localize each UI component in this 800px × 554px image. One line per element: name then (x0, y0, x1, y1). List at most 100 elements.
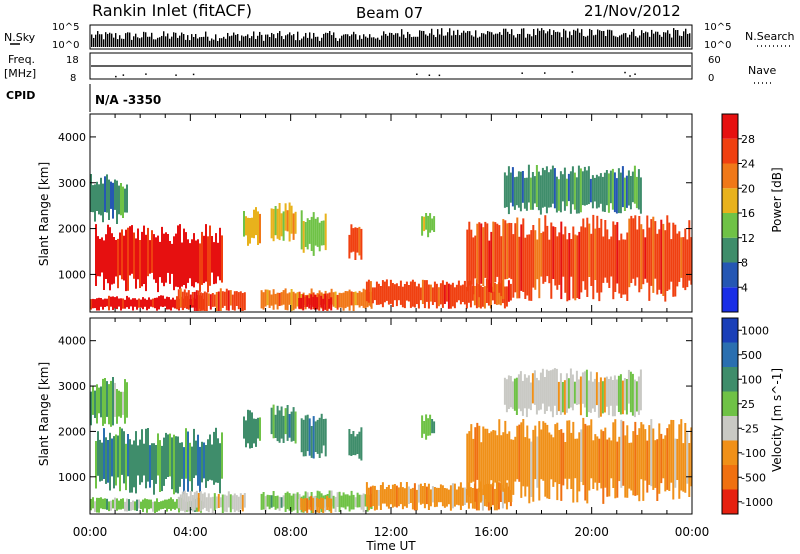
echo-cell (296, 292, 299, 307)
echo-cell (553, 168, 556, 209)
echo-cell (320, 497, 323, 509)
noise-bar (467, 31, 469, 47)
echo-cell (497, 282, 500, 305)
echo-cell (164, 298, 166, 307)
echo-cell (658, 229, 661, 290)
noise-bar (509, 33, 511, 47)
echo-cell (112, 182, 114, 219)
echo-cell (102, 378, 104, 426)
noise-bar (609, 29, 611, 47)
echo-cell (590, 419, 593, 479)
echo-cell (680, 237, 683, 278)
echo-cell (516, 425, 519, 480)
echo-cell (558, 232, 561, 285)
noise-bar (371, 37, 373, 47)
noise-bar (431, 28, 433, 47)
noise-bar (141, 37, 143, 47)
noise-bar (191, 34, 193, 47)
echo-cell (652, 428, 655, 490)
echo-cell (318, 417, 321, 458)
echo-cell (362, 493, 365, 513)
colorbar-tick-label: -25 (741, 422, 759, 435)
echo-cell (152, 501, 154, 512)
cpid-label: CPID (6, 89, 35, 102)
noise-bar (429, 33, 431, 47)
echo-cell (209, 497, 212, 509)
echo-cell (221, 235, 223, 283)
echo-cell (304, 296, 307, 308)
echo-cell (197, 290, 200, 311)
echo-cell (505, 286, 508, 307)
noise-bar (389, 32, 391, 47)
noise-bar (659, 34, 661, 47)
noise-bar (583, 35, 585, 47)
echo-cell (101, 442, 103, 481)
noise-bar (187, 35, 189, 47)
echo-cell (181, 442, 183, 479)
noise-left-tick-top: 10^5 (52, 22, 79, 33)
echo-cell (158, 502, 160, 511)
echo-cell (348, 429, 351, 456)
echo-cell (213, 294, 216, 307)
echo-cell (586, 425, 589, 504)
echo-cell (92, 497, 94, 509)
noise-bar (331, 35, 333, 47)
echo-cell (119, 232, 121, 276)
echo-cell (264, 496, 267, 512)
echo-cell (195, 290, 198, 311)
power-ylabel: Slant Range [km] (37, 162, 51, 266)
echo-cell (107, 440, 109, 483)
echo-cell (615, 379, 618, 406)
echo-cell (518, 236, 521, 299)
noise-bar (129, 32, 131, 47)
colorbar-segment (722, 163, 738, 189)
echo-cell (481, 488, 484, 511)
echo-cell (656, 233, 659, 295)
echo-cell (352, 431, 355, 455)
echo-cell (437, 287, 440, 307)
echo-cell (168, 297, 170, 310)
noise-bar (127, 32, 129, 47)
echo-cell (573, 172, 576, 210)
echo-cell (116, 389, 118, 424)
echo-cell (201, 493, 204, 510)
echo-cell (480, 442, 483, 501)
echo-cell (393, 484, 396, 507)
noise-bar (441, 28, 443, 47)
echo-cell (530, 230, 533, 301)
noise-bar (367, 37, 369, 47)
echo-cell (197, 434, 199, 486)
echo-cell (566, 420, 569, 490)
echo-cell (609, 376, 612, 406)
echo-cell (387, 484, 390, 509)
echo-cell (542, 231, 545, 284)
echo-cell (421, 216, 424, 236)
freq-left-label-2: [MHz] (4, 67, 36, 80)
noise-bar (181, 32, 183, 47)
echo-cell (135, 238, 137, 289)
echo-cell (525, 377, 528, 418)
echo-cell (622, 421, 625, 486)
date-title: 21/Nov/2012 (584, 2, 681, 20)
noise-bar (255, 38, 257, 47)
echo-cell (276, 405, 279, 442)
echo-cell (130, 299, 132, 307)
echo-cell (117, 238, 119, 289)
echo-cell (520, 224, 523, 291)
noise-bar (377, 37, 379, 47)
freq-right-label: Nave (748, 64, 776, 77)
echo-cell (543, 170, 546, 207)
echo-cell (140, 299, 142, 308)
echo-cell (527, 164, 530, 203)
echo-cell (510, 223, 513, 280)
y-tick-label: 2000 (58, 223, 86, 236)
echo-cell (510, 439, 513, 502)
echo-cell (502, 219, 505, 300)
noise-bar (439, 34, 441, 47)
echo-cell (205, 497, 208, 511)
echo-cell (316, 497, 319, 513)
noise-bar (91, 34, 93, 47)
echo-cell (116, 180, 118, 224)
echo-cell (550, 434, 553, 480)
echo-cell (564, 442, 567, 479)
